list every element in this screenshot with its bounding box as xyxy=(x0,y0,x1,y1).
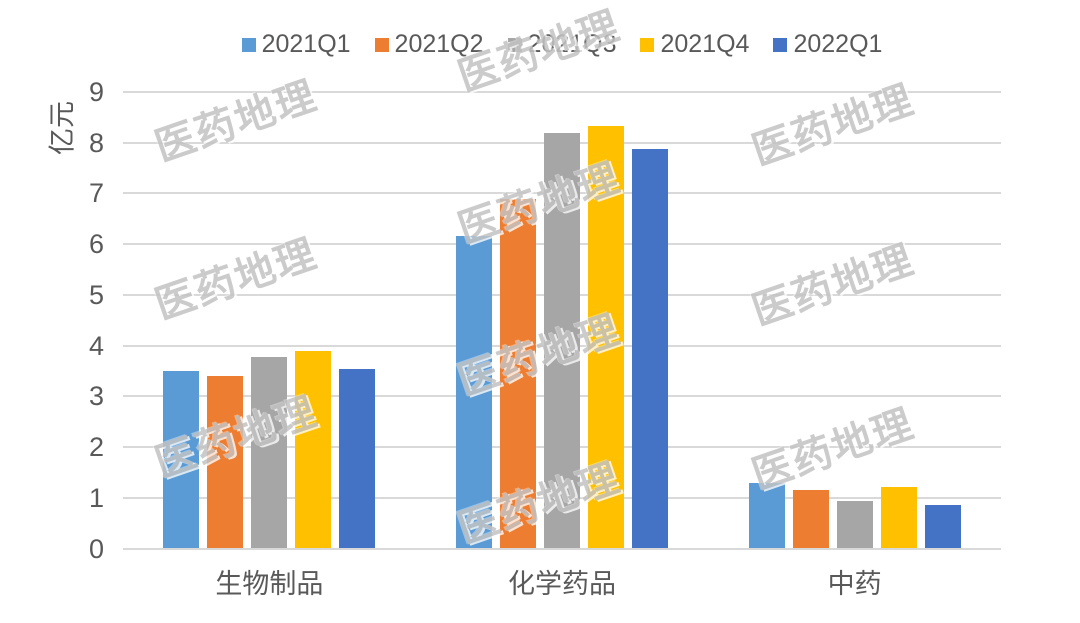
legend-item: 2022Q1 xyxy=(773,30,882,59)
x-category-label: 化学药品 xyxy=(508,569,616,599)
bar xyxy=(792,490,829,549)
x-category-label: 生物制品 xyxy=(215,569,324,599)
legend-label: 2021Q3 xyxy=(527,30,617,58)
legend-item: 2021Q4 xyxy=(640,30,749,59)
bar xyxy=(295,350,332,549)
bar xyxy=(924,505,961,549)
legend-label: 2021Q4 xyxy=(660,30,750,58)
legend-item: 2021Q2 xyxy=(374,30,484,59)
y-tick-label: 6 xyxy=(88,229,104,260)
bar xyxy=(544,132,580,549)
y-tick-label: 1 xyxy=(88,482,104,513)
y-axis-title: 亿元 xyxy=(47,101,78,155)
x-category-label: 中药 xyxy=(827,569,882,599)
bar xyxy=(836,500,873,549)
legend-swatch-icon xyxy=(507,37,522,52)
bar xyxy=(339,369,376,549)
legend-swatch-icon xyxy=(241,37,256,52)
y-tick-label: 4 xyxy=(88,330,104,361)
bar xyxy=(748,482,785,549)
legend-label: 2022Q1 xyxy=(793,30,883,58)
bar xyxy=(880,487,917,549)
legend: 2021Q1 2021Q2 2021Q3 2021Q4 2022Q1 xyxy=(123,30,1001,59)
bar xyxy=(588,126,624,549)
y-tick-label: 8 xyxy=(88,127,104,158)
bar xyxy=(251,357,288,549)
y-tick-label: 9 xyxy=(88,77,104,108)
gridline xyxy=(123,547,1001,550)
bar xyxy=(632,149,668,549)
y-tick-label: 2 xyxy=(88,432,104,463)
legend-item: 2021Q3 xyxy=(507,30,617,59)
y-tick-label: 7 xyxy=(88,178,104,209)
y-tick-label: 0 xyxy=(88,533,104,564)
bar xyxy=(207,376,244,549)
y-tick-label: 3 xyxy=(88,381,104,412)
y-tick-label: 5 xyxy=(88,279,104,310)
legend-item: 2021Q1 xyxy=(241,30,351,59)
bar xyxy=(163,370,200,549)
bar xyxy=(456,235,492,549)
legend-label: 2021Q2 xyxy=(394,30,484,58)
legend-swatch-icon xyxy=(773,37,788,52)
legend-swatch-icon xyxy=(640,37,655,52)
legend-swatch-icon xyxy=(374,37,389,52)
bar xyxy=(500,198,536,549)
legend-label: 2021Q1 xyxy=(261,30,351,58)
gridline xyxy=(123,91,1001,94)
